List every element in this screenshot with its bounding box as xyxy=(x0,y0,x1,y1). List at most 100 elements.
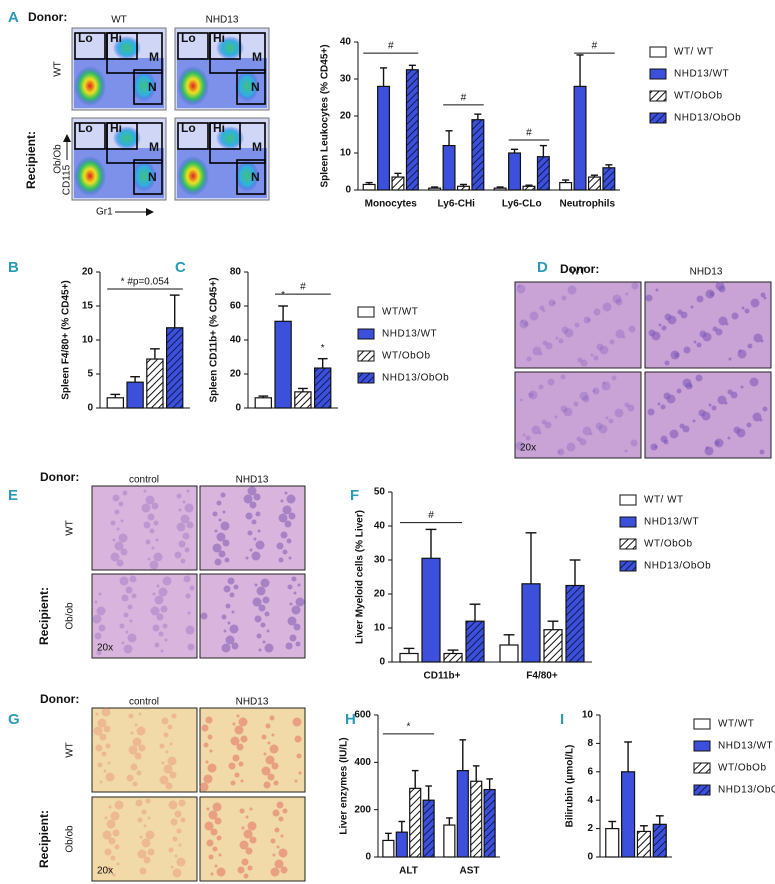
tissue-texture xyxy=(256,586,266,596)
y-tick-label: 6 xyxy=(587,766,593,777)
tissue-texture xyxy=(189,585,195,591)
y-tick-label: 0 xyxy=(587,852,593,863)
legend-label: WT/ WT xyxy=(644,495,684,506)
y-tick-label: 10 xyxy=(582,710,594,721)
tissue-texture xyxy=(280,866,288,874)
bar xyxy=(636,830,652,858)
tissue-texture xyxy=(538,384,544,390)
y-tick-label: 20 xyxy=(374,589,386,600)
tissue-texture xyxy=(696,295,704,303)
tissue-texture xyxy=(295,597,305,607)
tissue-texture xyxy=(692,419,696,423)
tissue-texture xyxy=(229,624,239,634)
legend-label: NHD13/WT xyxy=(718,741,773,752)
recipient-name: Ob/ob xyxy=(65,602,76,630)
tissue-texture xyxy=(625,292,629,296)
tissue-texture xyxy=(206,807,210,811)
tissue-texture xyxy=(185,593,191,599)
tissue-texture xyxy=(216,835,222,841)
tissue-texture xyxy=(284,491,288,495)
histology-image xyxy=(91,796,198,882)
tissue-texture xyxy=(298,771,302,775)
bar xyxy=(508,152,522,191)
bar xyxy=(422,799,435,858)
donor-name: NHD13 xyxy=(236,475,269,486)
y-tick-label: 0 xyxy=(379,657,385,668)
tissue-texture xyxy=(210,828,218,836)
flow-blob xyxy=(113,36,141,60)
bar xyxy=(382,839,395,858)
annotation: * xyxy=(281,290,285,301)
tissue-texture xyxy=(655,288,659,292)
legend-label: NHD13/ObOb xyxy=(674,113,741,124)
tissue-texture xyxy=(759,449,765,455)
bar xyxy=(314,367,332,409)
legend-label: WT/WT xyxy=(718,719,754,730)
tissue-texture xyxy=(178,508,182,512)
tissue-texture xyxy=(225,635,235,645)
donor-name: WT xyxy=(111,15,127,26)
x-tick-label: Ly6-CLo xyxy=(502,199,542,210)
y-tick-label: 40 xyxy=(374,521,386,532)
tissue-texture xyxy=(532,346,542,356)
tissue-texture xyxy=(114,800,124,810)
legend-swatch xyxy=(619,494,637,506)
x-tick-label: F4/80+ xyxy=(526,671,558,682)
tissue-texture xyxy=(249,807,253,811)
tissue-texture xyxy=(286,538,292,544)
tissue-texture xyxy=(560,374,566,380)
tissue-texture xyxy=(114,844,120,850)
bar xyxy=(442,145,456,191)
tissue-texture xyxy=(201,724,209,732)
tissue-texture xyxy=(153,552,163,562)
tissue-texture xyxy=(661,325,667,331)
x-tick-label: Neutrophils xyxy=(559,199,615,210)
tissue-texture xyxy=(128,745,138,755)
tissue-texture xyxy=(705,289,715,299)
recipient-name: Ob/Ob xyxy=(53,144,64,174)
tissue-texture xyxy=(593,355,599,361)
tissue-texture xyxy=(293,623,301,631)
tissue-texture xyxy=(110,552,120,562)
tissue-texture xyxy=(541,419,547,425)
y-tick-label: 40 xyxy=(230,335,242,346)
tissue-texture xyxy=(744,308,750,314)
arrow-head xyxy=(63,134,71,142)
bar xyxy=(391,176,405,191)
tissue-texture xyxy=(152,624,160,632)
tissue-texture xyxy=(605,416,609,420)
tissue-texture xyxy=(247,821,257,831)
tissue-texture xyxy=(185,625,195,635)
tissue-texture xyxy=(601,381,611,391)
tissue-texture xyxy=(624,449,628,453)
tissue-texture xyxy=(284,520,292,528)
tissue-texture xyxy=(627,404,635,412)
tissue-texture xyxy=(287,584,293,590)
tissue-texture xyxy=(149,528,155,534)
tissue-texture xyxy=(229,592,235,598)
magnification: 20x xyxy=(520,443,536,454)
tissue-texture xyxy=(241,826,245,830)
tissue-texture xyxy=(693,340,697,344)
tissue-texture xyxy=(162,623,168,629)
tissue-texture xyxy=(127,633,137,643)
tissue-texture xyxy=(178,540,186,548)
bar xyxy=(146,358,164,409)
annotation: * #p=0.054 xyxy=(121,277,170,288)
gate-label: Hi xyxy=(110,121,122,135)
tissue-texture xyxy=(118,501,124,507)
tissue-texture xyxy=(257,529,261,533)
tissue-texture xyxy=(554,415,558,419)
tissue-texture xyxy=(143,521,151,529)
panel-letter: D xyxy=(537,259,548,276)
tissue-texture xyxy=(218,853,222,857)
tissue-texture xyxy=(214,529,218,533)
tissue-texture xyxy=(131,593,137,599)
tissue-texture xyxy=(121,641,125,645)
tissue-texture xyxy=(152,592,156,596)
bar xyxy=(456,185,470,191)
tissue-texture xyxy=(289,602,293,606)
gate-label: M xyxy=(149,140,159,154)
tissue-texture xyxy=(759,418,763,422)
legend-label: WT/ObOb xyxy=(718,763,767,774)
